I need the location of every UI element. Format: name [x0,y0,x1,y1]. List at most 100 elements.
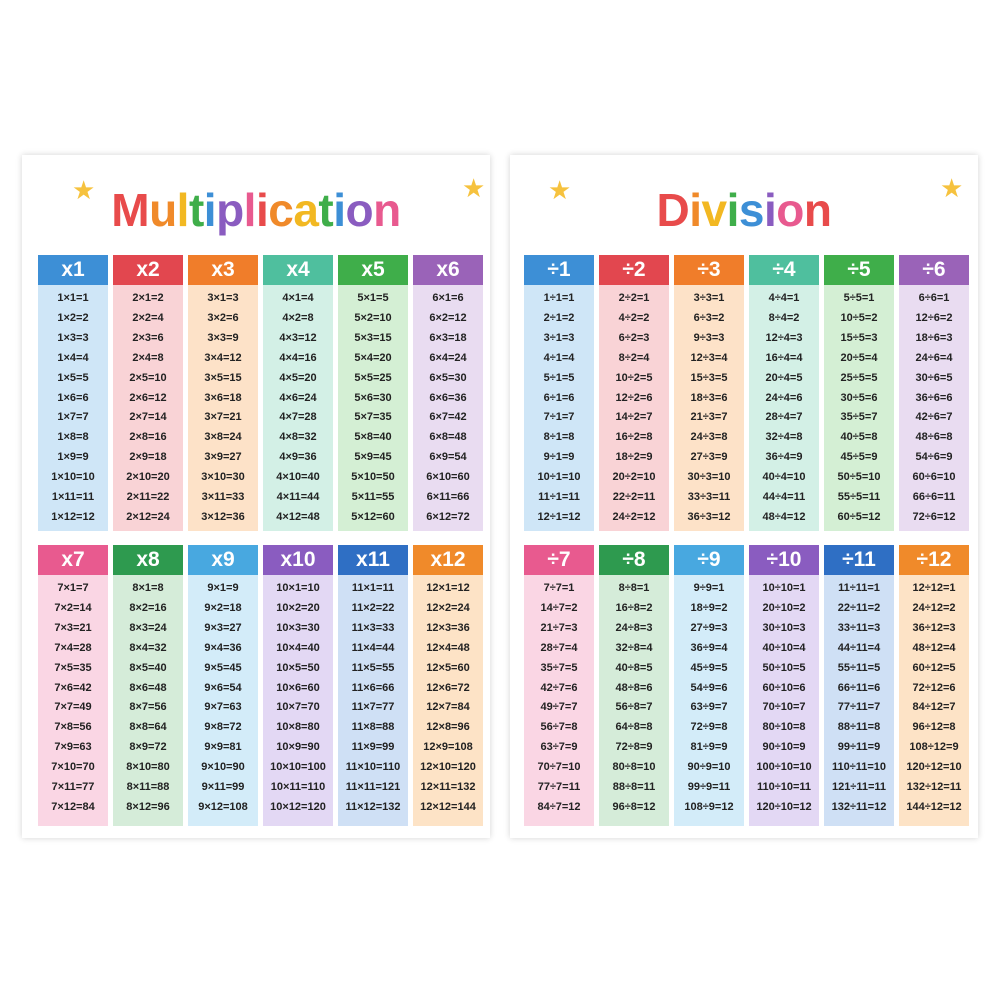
fact: 21÷7=3 [540,621,578,634]
fact: 40÷5=8 [840,431,878,444]
fact: 72÷12=6 [912,681,956,694]
fact: 11×2=22 [351,601,395,614]
fact: 16÷8=2 [615,601,653,614]
fact: 2×4=8 [132,351,164,364]
fact: 9×11=99 [201,781,245,793]
fact: 2×10=20 [126,471,170,484]
fact: 10×12=120 [270,800,326,813]
fact: 5×7=35 [354,411,392,424]
fact: 28÷4=7 [765,411,803,424]
fact: 33÷11=3 [837,621,881,634]
fact: 8×3=24 [129,621,167,634]
fact: 44÷11=4 [837,641,881,654]
fact: 60÷12=5 [912,661,956,674]
fact: 8×10=80 [126,761,170,774]
fact: 9×10=90 [201,761,245,774]
fact: 3×4=12 [204,351,242,364]
fact: 12×6=72 [426,681,470,694]
fact: 8×5=40 [129,661,167,674]
fact: 11×5=55 [351,661,395,674]
fact: 72÷6=12 [912,510,956,523]
fact: 6×6=36 [429,391,467,404]
fact: 9÷1=9 [543,451,575,464]
fact: 8÷4=2 [768,311,800,324]
fact: 9÷3=3 [693,331,725,344]
fact: 121÷11=11 [831,781,887,793]
fact: 3×8=24 [204,431,242,444]
star: ★ [940,173,964,203]
fact: 90÷9=10 [687,761,731,774]
fact: 7×4=28 [54,641,92,654]
fact: 1×2=2 [57,311,89,324]
fact: 2×3=6 [132,331,164,344]
fact: 7×10=70 [51,761,95,774]
column-header: ÷4 [749,255,819,285]
fact: 4×1=4 [282,292,314,304]
fact: 49÷7=7 [540,701,578,714]
fact: 22÷11=2 [837,601,881,614]
fact: 11×3=33 [351,621,395,634]
fact: 12÷6=2 [915,311,953,324]
fact: 9×4=36 [204,641,242,654]
fact: 10÷2=5 [615,371,653,384]
column-header: x9 [188,545,258,575]
fact: 5×9=45 [354,451,392,464]
fact: 77÷7=11 [537,781,581,793]
column-body: 6÷6=1 12÷6=2 18÷6=3 24÷6=4 30÷6=5 36÷6=6 42÷6=… [899,285,969,531]
fact: 9×7=63 [204,701,242,714]
fact: 12×12=144 [420,800,476,813]
column-body: 9×1=9 9×2=18 9×3=27 9×4=36 9×5=45 9×6=54 9×7=6… [188,575,258,826]
fact: 7×2=14 [54,601,92,614]
fact: 36÷4=9 [765,451,803,464]
fact: 12×10=120 [420,761,476,774]
fact: 1×1=1 [57,292,89,304]
fact: 108÷12=9 [909,741,959,754]
column-header: ÷6 [899,255,969,285]
fact: 1×4=4 [57,351,89,364]
fact: 8×9=72 [129,741,167,754]
fact: 3÷1=3 [543,331,575,344]
fact: 12÷2=6 [615,391,653,404]
fact: 12×5=60 [426,661,470,674]
fact: 80÷10=8 [762,721,806,734]
column-header: ÷2 [599,255,669,285]
fact: 15÷3=5 [690,371,728,384]
column-body: 7÷7=1 14÷7=2 21÷7=3 28÷7=4 35÷7=5 42÷7=6 49÷7=… [524,575,594,826]
fact: 4×3=12 [279,331,317,344]
fact: 11×6=66 [351,681,395,694]
column-body: 8×1=8 8×2=16 8×3=24 8×4=32 8×5=40 8×6=48 8×7=5… [113,575,183,826]
poster-title: Division [656,184,832,236]
fact: 2×5=10 [129,371,167,384]
fact: 9×3=27 [204,621,242,634]
fact: 6×9=54 [429,451,467,464]
column-body: 2÷2=1 4÷2=2 6÷2=3 8÷2=4 10÷2=5 12÷2=6 14÷2=7 16… [599,285,669,531]
fact: 10×8=80 [276,721,320,734]
fact: 3×3=9 [207,331,239,344]
fact: 70÷10=7 [762,701,806,714]
fact: 5×3=15 [354,331,392,344]
fact: 20÷10=2 [762,601,806,614]
fact: 24÷4=6 [765,391,803,404]
column-body: 8÷8=1 16÷8=2 24÷8=3 32÷8=4 40÷8=5 48÷8=6 56÷8=… [599,575,669,826]
fact: 45÷5=9 [840,451,878,464]
fact: 40÷8=5 [615,661,653,674]
fact: 7÷7=1 [543,582,575,594]
fact: 56÷7=8 [540,721,578,734]
fact: 96÷8=12 [612,800,656,813]
fact: 16÷4=4 [765,351,803,364]
fact: 7×12=84 [51,800,95,813]
star: ★ [548,175,572,205]
fact: 3×11=33 [201,491,245,503]
fact: 10×11=110 [270,781,326,793]
column-header: x11 [338,545,408,575]
fact: 1÷1=1 [543,292,575,304]
fact: 20÷2=10 [612,471,656,484]
fact: 11×11=121 [345,781,401,793]
fact: 7×11=77 [51,781,95,793]
fact: 84÷7=12 [537,800,581,813]
fact: 5÷1=5 [543,371,575,384]
fact: 55÷5=11 [837,491,881,503]
fact: 2×2=4 [132,311,164,324]
fact: 1×11=11 [51,491,95,503]
